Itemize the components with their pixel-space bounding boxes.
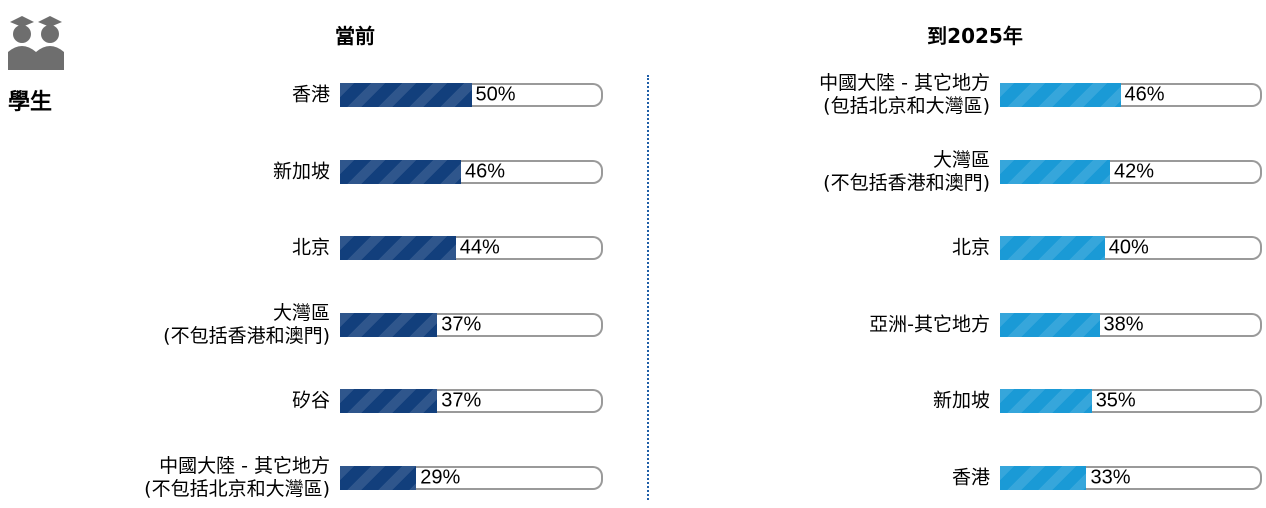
- bar-track: [340, 236, 603, 261]
- bar: [1000, 466, 1087, 490]
- value-label: 37%: [441, 389, 482, 412]
- bar-track: [340, 389, 603, 414]
- student-icon: [8, 16, 64, 70]
- category-label: 矽谷: [291, 389, 330, 412]
- bar-track: [1000, 389, 1262, 414]
- bar: [1000, 83, 1121, 107]
- bar: [1000, 159, 1111, 184]
- category-label: 北京: [291, 236, 330, 259]
- value-label: 35%: [1095, 389, 1136, 412]
- category-label: 北京: [951, 236, 990, 259]
- value-label: 38%: [1103, 313, 1144, 336]
- category-label: 中國大陸 - 其它地方 (不包括北京和大灣區): [144, 455, 330, 500]
- chart-title: 到2025年: [927, 24, 1023, 48]
- category-label: 香港: [291, 83, 330, 106]
- bar-track: [1000, 159, 1262, 184]
- category-label: 香港: [951, 466, 990, 489]
- bar-track: [1000, 466, 1262, 490]
- value-label: 29%: [420, 466, 461, 489]
- bar-track: [1000, 83, 1262, 107]
- bar: [340, 236, 456, 261]
- bar: [1000, 312, 1100, 337]
- bar-track: [340, 83, 603, 107]
- bar: [340, 389, 438, 414]
- bar: [1000, 236, 1105, 261]
- value-label: 33%: [1090, 466, 1131, 489]
- bar: [340, 466, 417, 490]
- value-label: 42%: [1114, 160, 1155, 183]
- bar-track: [1000, 312, 1262, 337]
- bar-track: [340, 312, 603, 337]
- category-label: 大灣區 (不包括香港和澳門): [163, 301, 330, 347]
- bar-track: [1000, 236, 1262, 261]
- chart-title: 當前: [335, 24, 375, 48]
- category-label: 大灣區 (不包括香港和澳門): [823, 148, 990, 194]
- bar: [340, 159, 461, 184]
- category-label: 新加坡: [932, 389, 990, 412]
- bar: [340, 83, 472, 107]
- bar: [1000, 389, 1092, 414]
- category-label: 中國大陸 - 其它地方 (包括北京和大灣區): [819, 72, 990, 117]
- value-label: 46%: [464, 160, 505, 183]
- category-label: 亞洲-其它地方: [869, 313, 990, 336]
- value-label: 46%: [1124, 83, 1165, 106]
- bar-track: [340, 466, 603, 490]
- student-label: 學生: [8, 90, 53, 115]
- bar: [340, 312, 438, 337]
- bar-track: [340, 159, 603, 184]
- value-label: 37%: [441, 313, 482, 336]
- value-label: 40%: [1108, 236, 1149, 259]
- value-label: 44%: [459, 236, 500, 259]
- value-label: 50%: [475, 83, 516, 106]
- divider: [647, 75, 649, 500]
- category-label: 新加坡: [272, 160, 330, 183]
